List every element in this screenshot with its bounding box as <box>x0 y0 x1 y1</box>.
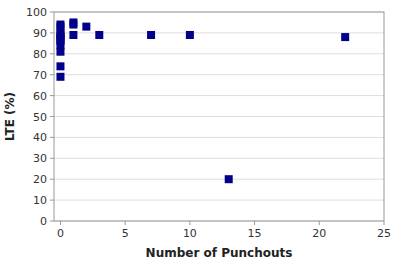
x-tick <box>189 221 190 225</box>
point <box>56 62 64 70</box>
point <box>341 33 349 41</box>
x-tick <box>254 221 255 225</box>
x-tick-label: 5 <box>122 227 129 240</box>
point <box>186 31 194 39</box>
x-tick-label: 15 <box>248 227 262 240</box>
x-tick <box>125 221 126 225</box>
y-tick-label: 80 <box>33 48 47 61</box>
y-tick <box>50 158 54 159</box>
y-axis-label: LTE (%) <box>3 92 17 141</box>
y-tick <box>50 221 54 222</box>
chart-container: 0 5 10 15 20 25 0 10 20 30 40 50 60 70 80 90 100 Number o… <box>0 0 400 265</box>
x-tick-label: 10 <box>183 227 197 240</box>
point <box>225 175 233 183</box>
y-tick-label: 20 <box>33 173 47 186</box>
x-tick-label: 0 <box>57 227 64 240</box>
point <box>82 23 90 31</box>
y-tick <box>50 116 54 117</box>
x-tick <box>60 221 61 225</box>
x-tick-label: 25 <box>377 227 391 240</box>
grid-line-y <box>54 95 384 96</box>
y-tick-label: 0 <box>40 215 47 228</box>
x-tick-label: 20 <box>312 227 326 240</box>
y-tick-label: 70 <box>33 69 47 82</box>
y-tick-label: 30 <box>33 152 47 165</box>
y-axis: 0 10 20 30 40 50 60 70 80 90 100 <box>26 6 54 228</box>
point <box>56 73 64 81</box>
point <box>56 48 64 56</box>
y-tick <box>50 179 54 180</box>
y-tick-label: 60 <box>33 90 47 103</box>
x-axis-label: Number of Punchouts <box>146 246 293 260</box>
grid-line-y <box>54 53 384 54</box>
points <box>56 18 349 183</box>
y-tick-label: 40 <box>33 131 47 144</box>
x-tick <box>319 221 320 225</box>
grid-line-y <box>54 179 384 180</box>
grid <box>54 12 384 221</box>
grid-line-y <box>54 74 384 75</box>
point <box>147 31 155 39</box>
chart: 0 5 10 15 20 25 0 10 20 30 40 50 60 70 80 90 100 Number o… <box>0 0 400 265</box>
y-tick-label: 50 <box>33 111 47 124</box>
plot-frame <box>54 12 384 221</box>
grid-line-y <box>54 200 384 201</box>
point <box>95 31 103 39</box>
point <box>69 31 77 39</box>
grid-line-y <box>54 158 384 159</box>
point <box>69 21 77 29</box>
x-axis: 0 5 10 15 20 25 <box>57 221 391 240</box>
y-tick <box>50 53 54 54</box>
y-tick <box>50 74 54 75</box>
y-tick <box>50 12 54 13</box>
y-tick <box>50 32 54 33</box>
y-tick-label: 100 <box>26 6 47 19</box>
x-tick <box>384 221 385 225</box>
grid-line-y <box>54 32 384 33</box>
y-tick-label: 10 <box>33 194 47 207</box>
grid-line-y <box>54 116 384 117</box>
y-tick <box>50 95 54 96</box>
y-tick-label: 90 <box>33 27 47 40</box>
y-tick <box>50 137 54 138</box>
y-tick <box>50 200 54 201</box>
grid-line-y <box>54 137 384 138</box>
